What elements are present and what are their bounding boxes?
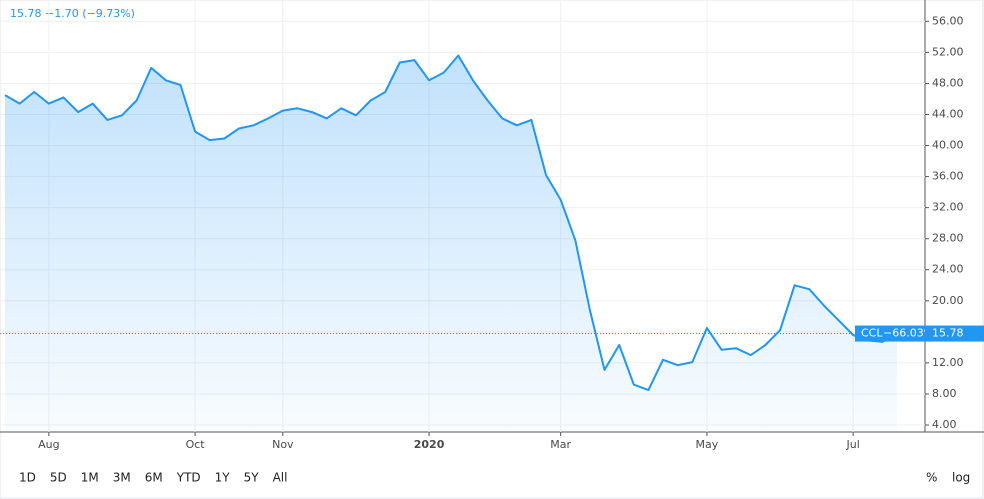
x-tick-label: Aug bbox=[38, 438, 59, 451]
toolbar: 1D 5D 1M 3M 6M YTD 1Y 5Y All% log bbox=[19, 471, 970, 485]
range-button[interactable]: 1M bbox=[81, 471, 99, 485]
y-tick-label: 32.00 bbox=[932, 201, 964, 214]
x-tick-label: Nov bbox=[272, 438, 294, 451]
x-tick-label: May bbox=[696, 438, 719, 451]
y-tick-label: 20.00 bbox=[932, 294, 964, 307]
range-button[interactable]: YTD bbox=[176, 471, 201, 485]
price-line bbox=[4, 54, 898, 392]
range-button[interactable]: All bbox=[273, 471, 288, 485]
series-name: CCL bbox=[861, 327, 883, 340]
area bbox=[5, 55, 897, 432]
x-tick-label: Mar bbox=[550, 438, 571, 451]
y-tick-label: 48.00 bbox=[932, 76, 964, 89]
option-button[interactable]: % bbox=[926, 471, 937, 485]
y-tick-label: 8.00 bbox=[932, 387, 957, 400]
range-button[interactable]: 5D bbox=[50, 471, 67, 485]
range-button[interactable]: 1D bbox=[19, 471, 36, 485]
x-tick-label: Jul bbox=[845, 438, 859, 451]
range-button[interactable]: 6M bbox=[145, 471, 163, 485]
quote-header: 15.78 −1.70 (−9.73%) bbox=[10, 7, 135, 20]
y-tick-label: 52.00 bbox=[932, 45, 964, 58]
x-tick-label: Oct bbox=[186, 438, 206, 451]
y-tick-label: 56.00 bbox=[932, 14, 964, 27]
range-button[interactable]: 3M bbox=[113, 471, 131, 485]
series-tag bbox=[855, 325, 925, 342]
option-button[interactable]: log bbox=[952, 471, 970, 485]
series-change: −66.03% bbox=[883, 327, 934, 340]
y-tick-label: 4.00 bbox=[932, 418, 957, 431]
y-tick-label: 36.00 bbox=[932, 170, 964, 183]
range-button[interactable]: 1Y bbox=[215, 471, 231, 485]
y-tick-label: 40.00 bbox=[932, 139, 964, 152]
price-tag-label: 15.78 bbox=[932, 327, 964, 340]
x-tick-label: 2020 bbox=[414, 438, 445, 451]
y-tick-label: 24.00 bbox=[932, 263, 964, 276]
y-tick-label: 44.00 bbox=[932, 107, 964, 120]
range-button[interactable]: 5Y bbox=[244, 471, 260, 485]
y-tick-label: 28.00 bbox=[932, 232, 964, 245]
price-tag bbox=[925, 325, 984, 342]
y-tick-label: 12.00 bbox=[932, 356, 964, 369]
